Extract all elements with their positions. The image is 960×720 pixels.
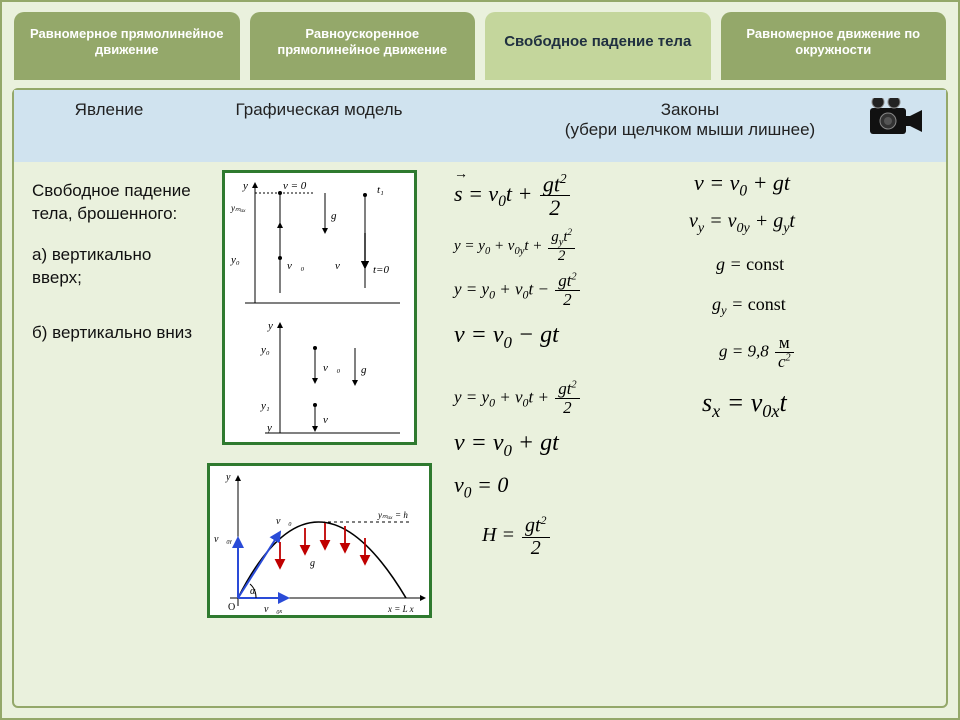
graphic-model-cell: y v = 0 t₁ yₘₐₓ g⃗ y₀ v⃗₀ v⃗: [204, 162, 434, 626]
phenomenon-case-b: б) вертикально вниз: [32, 322, 194, 345]
svg-text:v⃗₀ₓ: v⃗₀ₓ: [264, 604, 283, 615]
phenomenon-cell: Свободное падение тела, брошенного: а) в…: [14, 162, 204, 626]
svg-text:yₘₐₓ = h: yₘₐₓ = h: [377, 510, 408, 520]
svg-text:v⃗₀: v⃗₀: [323, 362, 340, 374]
formula-f_y3[interactable]: y = y0 + v0t + gt22: [454, 380, 582, 417]
formula-f_y1[interactable]: y = y0 + v0yt + gyt22: [454, 228, 577, 265]
svg-text:yₘₐₓ: yₘₐₓ: [230, 203, 246, 213]
svg-text:v⃗₀: v⃗₀: [287, 260, 304, 272]
tab-circular[interactable]: Равномерное движение по окружности: [721, 12, 947, 80]
formula-f_v2[interactable]: v = v0 + gt: [454, 430, 559, 461]
formula-f_sx[interactable]: sx = v0xt: [702, 388, 787, 422]
laws-hint: (убери щелчком мыши лишнее): [565, 120, 815, 139]
svg-text:y₀: y₀: [260, 344, 270, 356]
svg-text:v⃗₀: v⃗₀: [276, 516, 292, 527]
formula-f_y2[interactable]: y = y0 + v0t − gt22: [454, 272, 582, 309]
svg-text:v: v: [323, 414, 328, 426]
diagram-projectile: y O v⃗₀ v⃗₀ᵧ v⃗₀ₓ α g⃗: [207, 463, 432, 618]
svg-text:v = 0: v = 0: [283, 180, 307, 192]
svg-text:y₁: y₁: [260, 400, 270, 412]
formula-f_g98[interactable]: g = 9,8 мc2: [719, 334, 796, 371]
diagram-vertical-throw: y v = 0 t₁ yₘₐₓ g⃗ y₀ v⃗₀ v⃗: [222, 170, 417, 445]
content-panel: Явление Графическая модель Законы (убери…: [12, 88, 948, 708]
tab-uniform-linear[interactable]: Равномерное прямолинейное движение: [14, 12, 240, 80]
laws-title: Законы: [661, 100, 719, 119]
formula-f_s[interactable]: s = v0t + gt22: [454, 172, 572, 220]
svg-text:y₀: y₀: [230, 254, 240, 266]
formula-f_H[interactable]: H = gt22: [482, 514, 552, 559]
formula-f_v0[interactable]: v0 = 0: [454, 472, 508, 502]
phenomenon-title: Свободное падение тела, брошенного:: [32, 180, 194, 226]
svg-text:t₁: t₁: [377, 184, 384, 196]
col-header-phenomenon: Явление: [14, 90, 204, 162]
svg-text:y: y: [225, 472, 231, 483]
table-body: Свободное падение тела, брошенного: а) в…: [14, 162, 946, 626]
formula-f_vr1[interactable]: v = v0 + gt: [694, 170, 790, 200]
svg-text:x = L x: x = L x: [387, 604, 414, 614]
laws-cell: s = v0t + gt22 y = y0 + v0yt + gyt22 y = y…: [434, 162, 946, 626]
formula-f_gc[interactable]: g = const: [716, 254, 784, 275]
svg-text:O: O: [228, 602, 235, 613]
tab-uniform-accel[interactable]: Равноускоренное прямолинейное движение: [250, 12, 476, 80]
tab-bar: Равномерное прямолинейное движение Равно…: [2, 2, 958, 80]
svg-text:y: y: [242, 180, 248, 192]
phenomenon-case-a: а) вертикально вверх;: [32, 244, 194, 290]
svg-text:g⃗: g⃗: [361, 364, 375, 376]
svg-text:y: y: [266, 422, 272, 434]
svg-text:v⃗₀ᵧ: v⃗₀ᵧ: [214, 534, 233, 545]
tab-free-fall[interactable]: Свободное падение тела: [485, 12, 711, 80]
formula-f_gyc[interactable]: gy = const: [712, 294, 786, 319]
col-header-graphic: Графическая модель: [204, 90, 434, 162]
svg-text:y: y: [267, 320, 273, 332]
svg-text:v⃗: v⃗: [335, 260, 348, 272]
camera-icon[interactable]: [868, 98, 924, 147]
svg-text:α: α: [250, 586, 256, 597]
svg-text:t=0: t=0: [373, 264, 389, 276]
formula-f_vr2[interactable]: vy = v0y + gyt: [689, 210, 795, 237]
svg-text:g⃗: g⃗: [310, 558, 323, 569]
formula-f_v1[interactable]: v = v0 − gt: [454, 322, 559, 353]
svg-text:g⃗: g⃗: [331, 210, 345, 222]
table-header: Явление Графическая модель Законы (убери…: [14, 90, 946, 162]
